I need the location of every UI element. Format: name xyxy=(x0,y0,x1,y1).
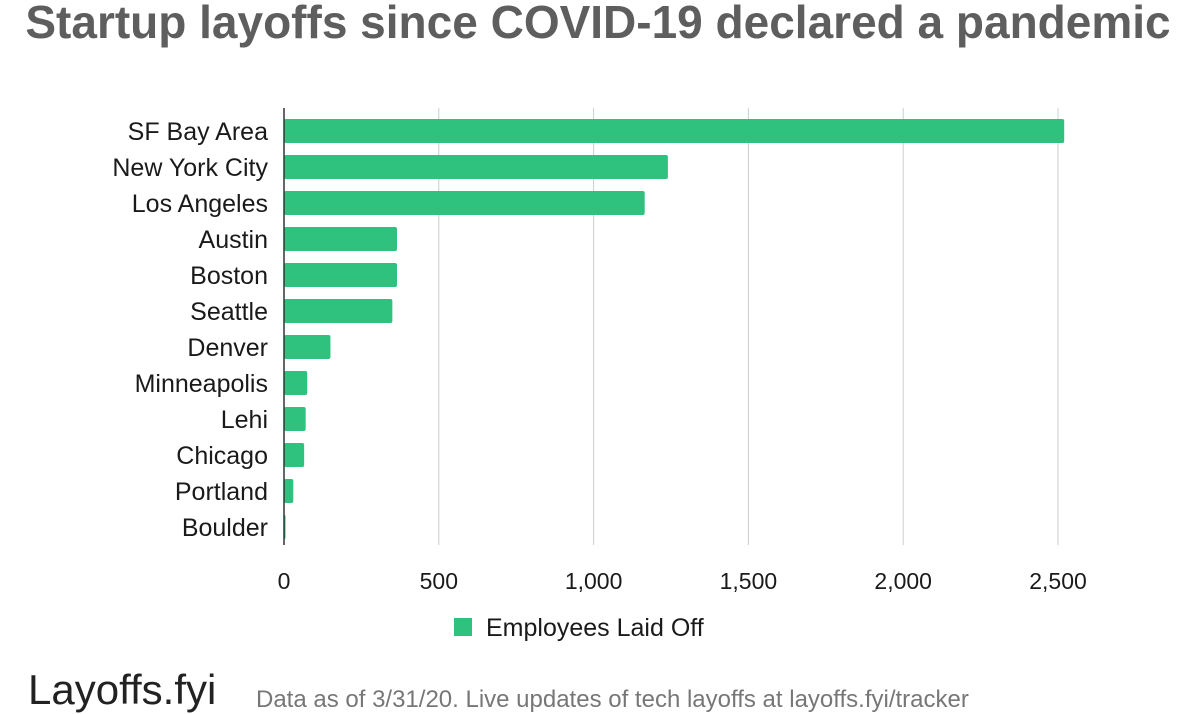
category-label: Portland xyxy=(175,478,268,506)
category-label: Lehi xyxy=(221,406,268,434)
category-label: Boulder xyxy=(182,514,268,542)
bar xyxy=(284,407,306,431)
footnote: Data as of 3/31/20. Live updates of tech… xyxy=(256,686,969,713)
legend-swatch xyxy=(454,618,472,636)
bar xyxy=(284,155,668,179)
legend: Employees Laid Off xyxy=(454,614,704,642)
x-tick-label: 2,500 xyxy=(1029,568,1087,594)
category-label: Minneapolis xyxy=(135,370,268,398)
category-label: Los Angeles xyxy=(132,190,268,218)
x-tick-labels: 0 500 1,000 1,500 2,000 2,500 xyxy=(278,568,1087,594)
bars xyxy=(284,119,1065,539)
category-label: Boston xyxy=(190,262,268,290)
bar xyxy=(284,371,308,395)
legend-label: Employees Laid Off xyxy=(486,614,704,642)
bar xyxy=(284,263,398,287)
x-tick-label: 1,000 xyxy=(565,568,623,594)
bar xyxy=(284,443,305,467)
bar xyxy=(284,227,398,251)
x-tick-label: 2,000 xyxy=(874,568,932,594)
bar xyxy=(284,479,294,503)
category-label: Seattle xyxy=(190,298,268,326)
x-tick-label: 500 xyxy=(420,568,458,594)
category-labels: SF Bay Area New York City Los Angeles Austi… xyxy=(112,118,268,542)
brand-logo: Layoffs.fyi xyxy=(28,666,216,713)
bar xyxy=(284,191,645,215)
bar xyxy=(284,299,393,323)
grid-lines xyxy=(438,108,1059,545)
x-tick-label: 1,500 xyxy=(720,568,778,594)
bar xyxy=(284,119,1065,143)
category-label: Austin xyxy=(199,226,268,254)
bar xyxy=(284,335,331,359)
x-tick-label: 0 xyxy=(278,568,291,594)
category-label: SF Bay Area xyxy=(128,118,268,146)
category-label: Chicago xyxy=(176,442,268,470)
category-label: New York City xyxy=(112,154,268,182)
category-label: Denver xyxy=(187,334,268,362)
chart-title: Startup layoffs since COVID-19 declared … xyxy=(25,0,1170,48)
